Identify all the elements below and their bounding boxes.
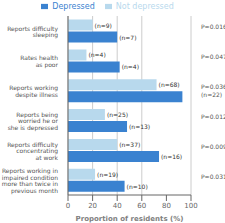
svg-text:Reports difficultyconcentratin: Reports difficultyconcentratingat work [8,140,59,160]
svg-text:100: 100 [184,202,197,210]
svg-text:80: 80 [162,202,171,210]
svg-text:60: 60 [137,202,146,210]
svg-text:(n=7): (n=7) [119,34,136,41]
svg-text:P=0.036: P=0.036 [201,83,217,90]
svg-text:40: 40 [113,202,122,210]
svg-text:(n=13): (n=13) [129,123,150,130]
svg-text:P=0.009: P=0.009 [201,143,217,150]
svg-text:Reports beingworried he orshe: Reports beingworried he orshe is depress… [8,110,59,131]
svg-text:P=0.012: P=0.012 [201,113,217,120]
svg-text:Proportion of residents (%): Proportion of residents (%) [76,215,184,223]
svg-text:(n=4): (n=4) [88,51,105,58]
svg-text:(n=25): (n=25) [107,111,128,118]
svg-text:(n=4): (n=4) [122,63,139,70]
svg-text:0: 0 [66,202,70,210]
svg-text:(n=19): (n=19) [97,171,118,178]
svg-text:(n=16): (n=16) [161,153,182,160]
svg-text:P=0.016: P=0.016 [201,23,217,30]
svg-text:20: 20 [88,202,97,210]
svg-text:Reports difficultysleeping: Reports difficultysleeping [8,24,58,39]
svg-text:(n=22): (n=22) [201,91,217,98]
svg-text:P=0.047: P=0.047 [201,53,217,60]
svg-text:(n=10): (n=10) [127,183,148,190]
svg-text:(n=68): (n=68) [159,81,180,88]
html-text:Depressed: Depressed [52,2,95,11]
svg-text:(n=9): (n=9) [95,22,112,29]
svg-text:Reports workingdespite illness: Reports workingdespite illness [9,84,58,99]
svg-text:Reports working inimpaired con: Reports working inimpaired conditionmore… [8,167,58,195]
svg-text:(n=37): (n=37) [119,141,140,148]
svg-text:Rates healthas poor: Rates healthas poor [20,54,58,69]
html-text:Not depressed: Not depressed [115,2,174,11]
svg-text:P=0.031: P=0.031 [201,173,217,180]
